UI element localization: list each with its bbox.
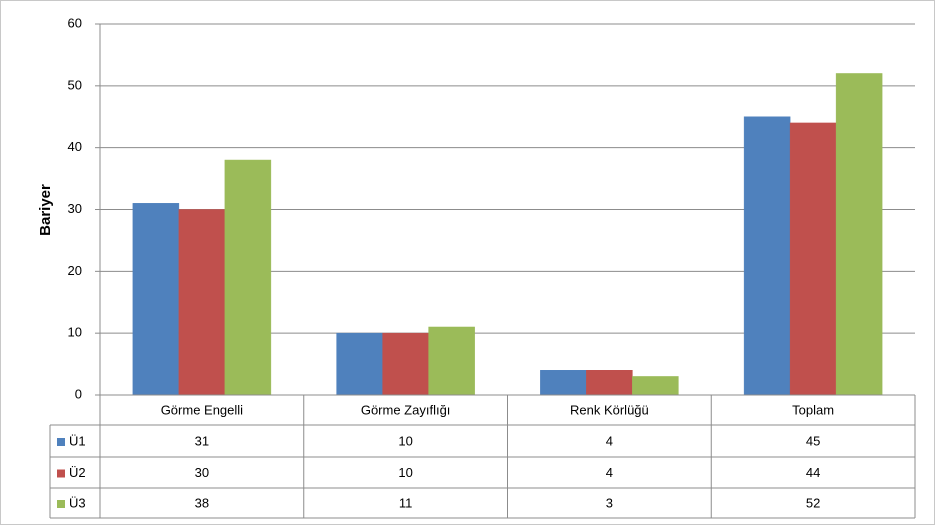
y-tick-label: 30 — [68, 201, 82, 216]
x-tick-label: Renk Körlüğü — [570, 402, 649, 417]
x-tick-label: Toplam — [792, 402, 834, 417]
x-tick-label: Görme Engelli — [161, 402, 243, 417]
table-value: 11 — [399, 495, 413, 510]
legend-swatch — [57, 500, 65, 508]
legend-label: Ü2 — [69, 465, 86, 480]
table-value: 10 — [398, 433, 412, 448]
table-value: 10 — [398, 465, 412, 480]
bar — [382, 332, 429, 396]
y-tick-label: 10 — [68, 325, 82, 340]
bar — [336, 332, 383, 396]
bar — [132, 203, 180, 396]
bar — [428, 326, 475, 396]
y-tick-label: 0 — [75, 386, 82, 401]
bar — [789, 122, 837, 396]
bar — [224, 159, 272, 396]
y-tick-label: 60 — [68, 15, 82, 30]
bar — [743, 116, 791, 396]
table-value: 30 — [195, 465, 209, 480]
table-value: 3 — [606, 495, 613, 510]
table-value: 4 — [606, 465, 613, 480]
table-value: 45 — [806, 433, 820, 448]
bar — [540, 370, 587, 396]
legend-swatch — [57, 438, 65, 446]
y-tick-label: 40 — [68, 139, 82, 154]
bar — [586, 370, 633, 396]
bar — [632, 376, 679, 396]
y-tick-label: 50 — [68, 77, 82, 92]
table-value: 44 — [806, 465, 820, 480]
legend-label: Ü1 — [69, 433, 86, 448]
y-axis-label: Bariyer — [37, 184, 54, 236]
legend-swatch — [57, 469, 65, 478]
table-value: 4 — [606, 433, 613, 448]
table-value: 52 — [806, 495, 820, 510]
bar — [178, 209, 226, 396]
y-tick-label: 20 — [68, 263, 82, 278]
bar — [835, 73, 883, 396]
table-value: 31 — [195, 433, 209, 448]
x-tick-label: Görme Zayıflığı — [361, 402, 451, 417]
legend-label: Ü3 — [69, 495, 86, 510]
table-value: 38 — [195, 495, 209, 510]
